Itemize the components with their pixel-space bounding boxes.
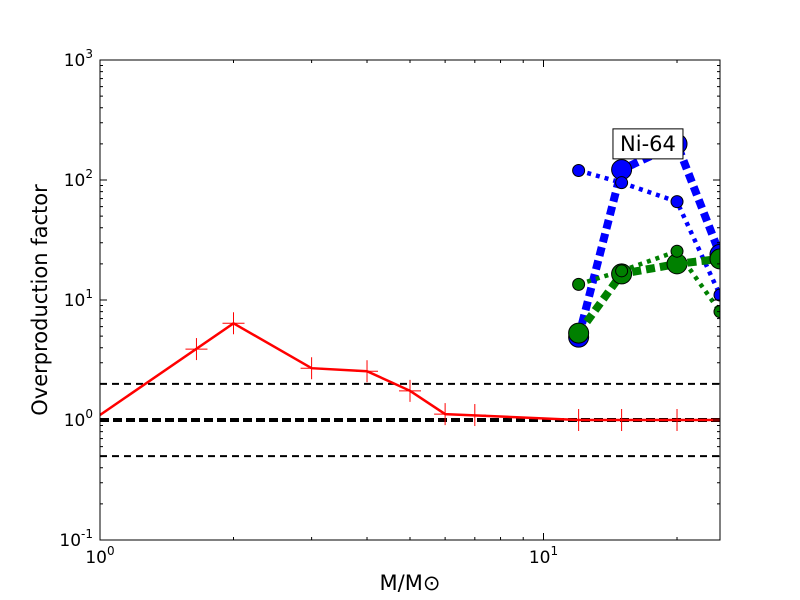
series-3-line (575, 254, 720, 336)
series-0-point-1 (222, 312, 245, 335)
y-tick-label-1: 100 (64, 407, 93, 431)
series-0-point-0 (185, 338, 208, 361)
series-2 (572, 163, 720, 302)
series-0-point-8 (610, 409, 633, 431)
annotations: Ni-64 (612, 128, 684, 160)
series-0-point-9 (666, 409, 689, 431)
annotation-label-0: Ni-64 (620, 132, 676, 156)
x-axis-label: M/M⊙ (380, 571, 441, 595)
series-0-point-3 (356, 360, 379, 383)
series-3-point-0 (568, 322, 590, 344)
series-2-line (577, 168, 720, 296)
series-2-point-2 (670, 195, 684, 209)
series-0-point-2 (300, 357, 323, 380)
axis-ticks (99, 59, 720, 541)
series-0-line (100, 321, 720, 422)
plot-series (100, 133, 720, 431)
y-tick-label-2: 101 (64, 287, 93, 311)
series-4 (572, 244, 720, 319)
series-0-point-7 (567, 409, 590, 431)
series-0-point-6 (463, 404, 486, 427)
series-0-point-4 (399, 379, 421, 402)
series-0-point-5 (434, 403, 457, 426)
series-4-point-0 (572, 277, 586, 291)
reference-lines (100, 382, 720, 458)
series-0 (100, 312, 720, 431)
annotation-box-0 (612, 128, 684, 160)
series-4-point-2 (670, 244, 684, 258)
series-2-point-0 (572, 163, 586, 177)
series-4-point-1 (615, 264, 629, 278)
series-4-line (577, 248, 720, 313)
series-2-point-3 (713, 288, 720, 302)
series-2-point-1 (615, 176, 629, 190)
y-axis-label: Overproduction factor (28, 184, 52, 416)
